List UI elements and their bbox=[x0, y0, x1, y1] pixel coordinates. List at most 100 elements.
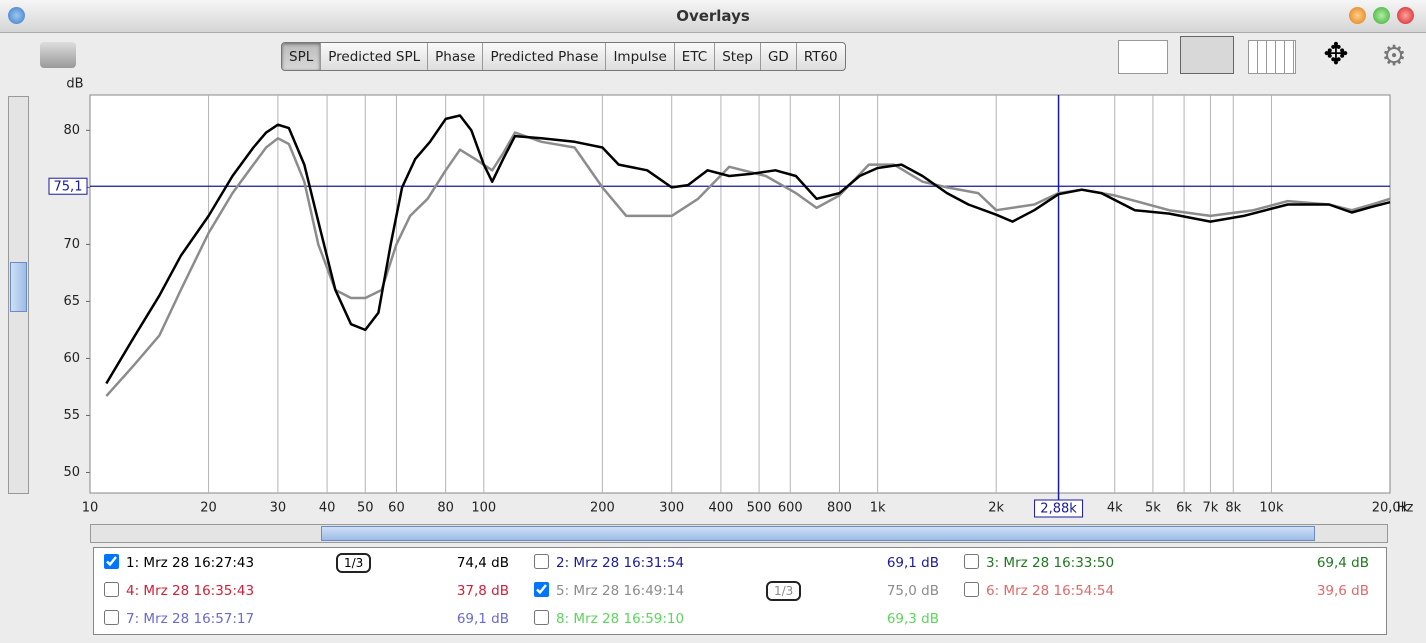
scale-button[interactable] bbox=[1118, 40, 1168, 74]
x-tick-label: 6k bbox=[1176, 501, 1192, 516]
legend-name: 2: Mrz 28 16:31:54 bbox=[556, 555, 685, 571]
x-tick-label: 1k bbox=[870, 501, 886, 516]
scroll-thumb[interactable] bbox=[10, 262, 27, 312]
series-line bbox=[105, 114, 1391, 385]
x-tick-label: 60 bbox=[388, 501, 405, 516]
camera-button[interactable] bbox=[40, 42, 76, 68]
legend-readout: 69,1 dB bbox=[886, 555, 939, 571]
y-tick-label: 50 bbox=[63, 465, 80, 480]
window-menu[interactable] bbox=[8, 7, 25, 24]
tab-button[interactable]: Predicted SPL bbox=[321, 43, 429, 70]
legend-readout: 39,6 dB bbox=[1316, 583, 1369, 599]
legend-item: 6: Mrz 28 16:54:54 39,6 dB bbox=[964, 582, 1369, 600]
vertical-scrollbar[interactable] bbox=[8, 96, 29, 494]
y-tick-label: 65 bbox=[63, 294, 80, 309]
legend-name: 8: Mrz 28 16:59:10 bbox=[556, 611, 685, 627]
scroll-thumb[interactable] bbox=[321, 526, 1315, 541]
x-axis-unit: Hz bbox=[1397, 501, 1414, 516]
x-tick-label: 5k bbox=[1145, 501, 1161, 516]
settings-button[interactable]: ⚙ bbox=[1381, 39, 1407, 72]
legend-item: 8: Mrz 28 16:59:10 69,3 dB bbox=[534, 610, 939, 628]
x-tick-label: 10 bbox=[82, 501, 99, 516]
tab-bar: SPL Predicted SPL Phase Predicted Phase Impu… bbox=[281, 42, 846, 71]
y-tick-label: 55 bbox=[63, 408, 80, 423]
legend-checkbox[interactable] bbox=[104, 582, 119, 597]
x-tick-label: 600 bbox=[778, 501, 803, 516]
smoothing-badge[interactable]: 1/3 bbox=[336, 553, 372, 573]
cursor-box bbox=[1034, 499, 1084, 518]
legend-item: 4: Mrz 28 16:35:43 37,8 dB bbox=[104, 582, 509, 600]
tab-button[interactable]: SPL bbox=[282, 43, 322, 70]
legend: 1: Mrz 28 16:27:43 1/3 74,4 dB 2: Mrz 28 16… bbox=[93, 547, 1387, 635]
legend-checkbox[interactable] bbox=[104, 554, 119, 569]
legend-readout: 37,8 dB bbox=[456, 583, 509, 599]
legend-name: 6: Mrz 28 16:54:54 bbox=[986, 583, 1115, 599]
window-title: Overlays bbox=[676, 7, 750, 25]
legend-checkbox[interactable] bbox=[964, 554, 979, 569]
legend-readout: 74,4 dB bbox=[456, 555, 509, 571]
title-bar: Overlays bbox=[0, 0, 1426, 33]
horizontal-scrollbar[interactable] bbox=[90, 524, 1388, 543]
legend-name: 3: Mrz 28 16:33:50 bbox=[986, 555, 1115, 571]
maximize-button[interactable] bbox=[1373, 7, 1390, 24]
x-tick-label: 80 bbox=[437, 501, 454, 516]
tab-button[interactable]: RT60 bbox=[797, 43, 845, 70]
tab-button[interactable]: Phase bbox=[428, 43, 484, 70]
tab-button[interactable]: ETC bbox=[675, 43, 716, 70]
x-tick-label: 400 bbox=[709, 501, 734, 516]
legend-item: 5: Mrz 28 16:49:14 1/3 75,0 dB bbox=[534, 581, 939, 601]
legend-checkbox[interactable] bbox=[964, 582, 979, 597]
x-tick-label: 20 bbox=[200, 501, 217, 516]
y-tick-label: 70 bbox=[63, 237, 80, 252]
close-button[interactable] bbox=[1397, 7, 1414, 24]
x-tick-label: 300 bbox=[659, 501, 684, 516]
tab-button[interactable]: GD bbox=[761, 43, 797, 70]
legend-item: 1: Mrz 28 16:27:43 1/3 74,4 dB bbox=[104, 553, 509, 573]
y-axis-label: dB bbox=[66, 77, 83, 92]
minimize-button[interactable] bbox=[1349, 7, 1366, 24]
x-tick-label: 10k bbox=[1259, 501, 1284, 516]
legend-checkbox[interactable] bbox=[104, 610, 119, 625]
x-tick-label: 200 bbox=[590, 501, 615, 516]
x-tick-label: 20,0k bbox=[1372, 501, 1409, 516]
legend-checkbox[interactable] bbox=[534, 554, 549, 569]
legend-readout: 69,1 dB bbox=[456, 611, 509, 627]
plot-area bbox=[89, 94, 1391, 494]
legend-item: 7: Mrz 28 16:57:17 69,1 dB bbox=[104, 610, 509, 628]
x-tick-label: 800 bbox=[827, 501, 852, 516]
grid-button[interactable] bbox=[1248, 40, 1296, 74]
x-tick-label: 7k bbox=[1203, 501, 1219, 516]
x-tick-label: 100 bbox=[471, 501, 496, 516]
legend-checkbox[interactable] bbox=[534, 582, 549, 597]
legend-name: 7: Mrz 28 16:57:17 bbox=[126, 611, 255, 627]
x-tick-label: 50 bbox=[357, 501, 374, 516]
tab-button[interactable]: Impulse bbox=[606, 43, 675, 70]
legend-readout: 75,0 dB bbox=[886, 583, 939, 599]
legend-item: 3: Mrz 28 16:33:50 69,4 dB bbox=[964, 554, 1369, 572]
legend-name: 5: Mrz 28 16:49:14 bbox=[556, 583, 685, 599]
fit-button[interactable]: ✥ bbox=[1323, 37, 1349, 72]
chart: dB Hz 10 20 30 40 50 60 80 100 200 300 400 500 600 80… bbox=[48, 77, 1414, 518]
cursor-x-label: 2,88k bbox=[1040, 502, 1077, 517]
x-tick-label: 40 bbox=[319, 501, 336, 516]
cursor-y-label: 75,1 bbox=[54, 180, 83, 195]
x-tick-label: 8k bbox=[1225, 501, 1241, 516]
x-tick-label: 500 bbox=[747, 501, 772, 516]
legend-item: 2: Mrz 28 16:31:54 69,1 dB bbox=[534, 554, 939, 572]
legend-name: 1: Mrz 28 16:27:43 bbox=[126, 555, 255, 571]
y-tick-label: 60 bbox=[63, 351, 80, 366]
x-tick-label: 2k bbox=[988, 501, 1004, 516]
layout-button[interactable] bbox=[1180, 36, 1234, 74]
legend-name: 4: Mrz 28 16:35:43 bbox=[126, 583, 255, 599]
legend-readout: 69,4 dB bbox=[1316, 555, 1369, 571]
y-tick-label: 80 bbox=[63, 123, 80, 138]
x-tick-label: 4k bbox=[1107, 501, 1123, 516]
x-tick-label: 30 bbox=[270, 501, 287, 516]
cursor-box bbox=[48, 177, 88, 195]
tab-button[interactable]: Step bbox=[715, 43, 761, 70]
legend-readout: 69,3 dB bbox=[886, 611, 939, 627]
tab-button[interactable]: Predicted Phase bbox=[483, 43, 607, 70]
smoothing-badge[interactable]: 1/3 bbox=[766, 581, 802, 601]
legend-checkbox[interactable] bbox=[534, 610, 549, 625]
